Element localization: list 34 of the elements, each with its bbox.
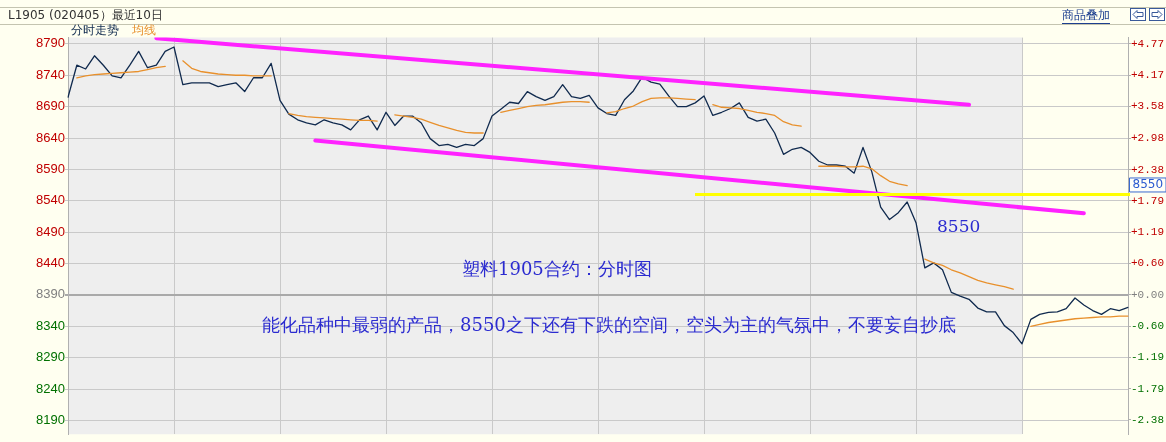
y2-tick-label: -2.38 xyxy=(1131,413,1165,426)
y-tick-label: 8190 xyxy=(36,411,65,427)
annotation: 塑料1905合约：分时图 xyxy=(462,257,652,279)
y2-tick-label: +0.00 xyxy=(1131,288,1165,301)
y-tick-label: 8640 xyxy=(36,129,65,145)
y-tick-label: 8740 xyxy=(36,66,65,82)
y-tick-label: 8440 xyxy=(36,255,65,271)
annotation: 8550 xyxy=(937,216,981,237)
y-tick-label: 8590 xyxy=(36,160,65,176)
y2-tick-label: +2.98 xyxy=(1131,131,1165,144)
y-tick-label: 8790 xyxy=(36,35,65,51)
y2-tick-label: -1.19 xyxy=(1131,351,1165,364)
y-tick-label: 8540 xyxy=(36,192,65,208)
text: 商品叠加 xyxy=(1062,8,1110,23)
y2-tick-label: +1.19 xyxy=(1131,226,1165,239)
y-tick-label: 8340 xyxy=(36,317,65,333)
text: 均线 xyxy=(131,23,156,38)
y2-tick-label: -1.79 xyxy=(1131,382,1165,395)
y-tick-label: 8690 xyxy=(36,98,65,114)
y-tick-label: 8240 xyxy=(36,380,65,396)
y2-tick-label: +3.58 xyxy=(1131,100,1165,113)
y2-tick-label: +0.60 xyxy=(1131,257,1165,270)
y2-tick-label: +2.38 xyxy=(1131,163,1165,176)
y2-tick-label: +4.77 xyxy=(1131,37,1165,50)
y2-tick-label: +1.79 xyxy=(1131,194,1165,207)
chart-title: L1905 (020405）最近10日 xyxy=(8,8,163,23)
y2-tick-label: -0.60 xyxy=(1131,320,1165,333)
y2-tick-label: +4.17 xyxy=(1131,69,1165,82)
y-tick-label: 8290 xyxy=(36,349,65,365)
y-tick-label: 8390 xyxy=(36,286,65,302)
text: 分时走势 xyxy=(71,23,119,38)
y-tick-label: 8490 xyxy=(36,223,65,239)
ref-line-label: 8550 xyxy=(1132,177,1164,192)
annotation: 能化品种中最弱的产品，8550之下还有下跌的空间，空头为主的气氛中，不要妄自抄底 xyxy=(262,313,956,335)
